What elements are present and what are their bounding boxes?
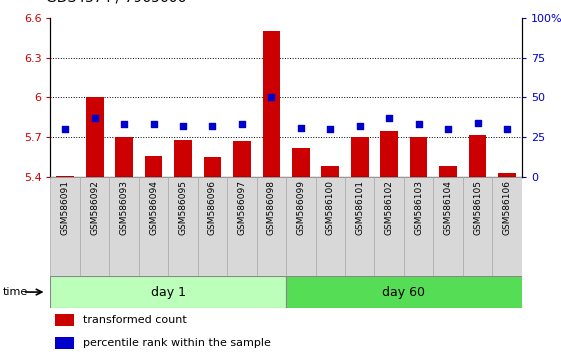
Text: GSM586093: GSM586093	[119, 180, 128, 235]
Point	[296, 125, 305, 130]
Point	[267, 95, 276, 100]
Bar	[439, 166, 457, 177]
Bar	[86, 97, 103, 177]
Bar	[197, 177, 227, 276]
Bar	[168, 177, 197, 276]
Text: time: time	[3, 287, 28, 297]
Bar	[257, 177, 286, 276]
Bar	[345, 177, 374, 276]
Bar	[56, 176, 74, 177]
Bar	[321, 166, 339, 177]
Bar	[375, 177, 404, 276]
Text: GSM586098: GSM586098	[267, 180, 276, 235]
Bar	[55, 337, 74, 349]
Point	[473, 120, 482, 126]
Point	[90, 115, 99, 121]
Point	[208, 123, 217, 129]
Text: day 1: day 1	[151, 286, 186, 298]
Bar	[80, 177, 109, 276]
Text: GSM586100: GSM586100	[326, 180, 335, 235]
Text: day 60: day 60	[383, 286, 425, 298]
Bar	[493, 177, 522, 276]
Point	[355, 123, 364, 129]
Point	[326, 126, 335, 132]
Text: GSM586103: GSM586103	[414, 180, 423, 235]
Point	[178, 123, 187, 129]
Text: GSM586104: GSM586104	[444, 180, 453, 235]
Bar	[498, 173, 516, 177]
Text: transformed count: transformed count	[84, 315, 187, 325]
Text: GSM586102: GSM586102	[385, 180, 394, 235]
Text: GSM586105: GSM586105	[473, 180, 482, 235]
Text: GSM586101: GSM586101	[355, 180, 364, 235]
Point	[149, 121, 158, 127]
Point	[414, 121, 423, 127]
Point	[385, 115, 394, 121]
Bar	[286, 276, 522, 308]
Bar	[139, 177, 168, 276]
Bar	[468, 135, 486, 177]
Bar	[109, 177, 139, 276]
Bar	[115, 137, 133, 177]
Text: GSM586091: GSM586091	[61, 180, 70, 235]
Text: GSM586094: GSM586094	[149, 180, 158, 235]
Text: GSM586096: GSM586096	[208, 180, 217, 235]
Point	[444, 126, 453, 132]
Bar	[315, 177, 345, 276]
Text: GSM586092: GSM586092	[90, 180, 99, 235]
Bar	[233, 141, 251, 177]
Bar	[351, 137, 369, 177]
Bar	[404, 177, 433, 276]
Bar	[227, 177, 257, 276]
Bar	[433, 177, 463, 276]
Bar	[286, 177, 315, 276]
Point	[237, 121, 246, 127]
Bar	[50, 276, 286, 308]
Bar	[410, 137, 427, 177]
Text: GSM586106: GSM586106	[503, 180, 512, 235]
Bar	[174, 140, 192, 177]
Bar	[292, 148, 310, 177]
Bar	[55, 314, 74, 326]
Point	[503, 126, 512, 132]
Text: GSM586097: GSM586097	[237, 180, 246, 235]
Point	[61, 126, 70, 132]
Bar	[50, 177, 80, 276]
Text: GSM586099: GSM586099	[296, 180, 305, 235]
Bar	[380, 131, 398, 177]
Bar	[204, 157, 221, 177]
Text: GSM586095: GSM586095	[178, 180, 187, 235]
Bar	[463, 177, 493, 276]
Text: GDS4374 / 7965606: GDS4374 / 7965606	[46, 0, 186, 5]
Point	[119, 121, 128, 127]
Text: percentile rank within the sample: percentile rank within the sample	[84, 338, 272, 348]
Bar	[145, 156, 163, 177]
Bar	[263, 31, 280, 177]
